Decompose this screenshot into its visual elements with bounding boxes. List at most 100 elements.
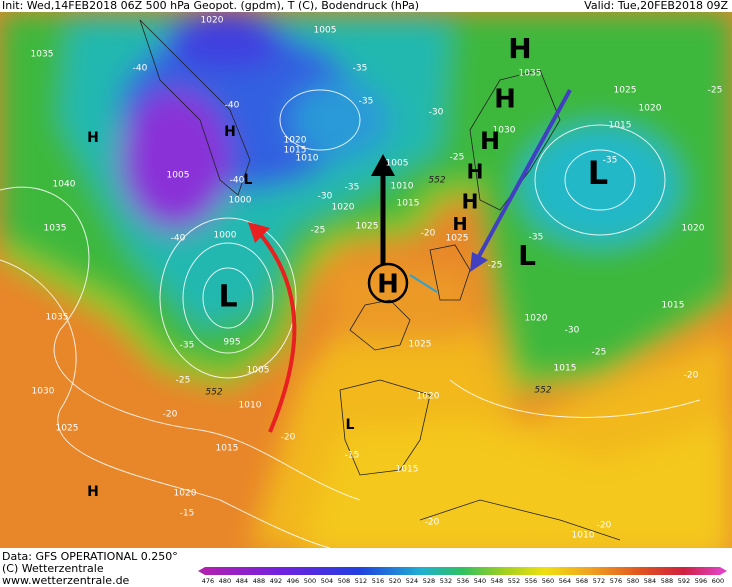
- pressure-label: 1040: [53, 180, 76, 190]
- colorbar-tick: 600: [712, 577, 724, 585]
- pressure-center: H: [87, 130, 99, 146]
- temperature-label: -35: [359, 97, 374, 107]
- colorbar-tick: 508: [338, 577, 350, 585]
- pressure-label: 1020: [332, 203, 355, 213]
- pressure-center: L: [346, 417, 355, 433]
- pressure-label: 1000: [214, 231, 237, 241]
- colorbar-tick: 476: [202, 577, 214, 585]
- pressure-label: 1005: [314, 26, 337, 36]
- pressure-label: 1005: [386, 159, 409, 169]
- temperature-label: -20: [281, 433, 296, 443]
- temperature-label: -25: [450, 153, 465, 163]
- temperature-label: -35: [345, 183, 360, 193]
- pressure-center: H: [462, 190, 479, 214]
- arrows: [248, 89, 572, 433]
- temperature-label: -20: [597, 521, 612, 531]
- pressure-center: L: [588, 154, 608, 192]
- coastlines: [139, 19, 621, 541]
- colorbar-tick: 536: [457, 577, 469, 585]
- colorbar-tick: 492: [270, 577, 282, 585]
- temperature-label: -30: [565, 326, 580, 336]
- pressure-center: H: [508, 32, 531, 65]
- pressure-label: 1020: [201, 16, 224, 26]
- colorbar-tick: 520: [389, 577, 401, 585]
- temperature-label: -35: [180, 341, 195, 351]
- temperature-label: -30: [318, 192, 333, 202]
- pressure-label: 1010: [391, 182, 414, 192]
- pressure-label: 1005: [167, 171, 190, 181]
- pressure-label: 1015: [216, 444, 239, 454]
- pressure-label: 1020: [417, 392, 440, 402]
- pressure-label: 1015: [397, 199, 420, 209]
- temperature-label: -20: [163, 410, 178, 420]
- pressure-label: 1035: [46, 313, 69, 323]
- pressure-label: 1030: [493, 126, 516, 136]
- colorbar-tick: 540: [474, 577, 486, 585]
- pressure-center: L: [518, 239, 536, 272]
- isobars: [0, 89, 701, 548]
- temperature-label: -40: [133, 64, 148, 74]
- footer-copyright: (C) Wetterzentrale: [2, 562, 104, 575]
- pressure-label: 1010: [239, 401, 262, 411]
- temperature-label: -15: [345, 451, 360, 461]
- pressure-label: 1025: [56, 424, 79, 434]
- colorbar-tick: 592: [678, 577, 690, 585]
- colorbar-tick: 560: [542, 577, 554, 585]
- colorbar-tick: 528: [423, 577, 435, 585]
- header-right: Valid: Tue,20FEB2018 09Z: [584, 0, 728, 12]
- temperature-label: -20: [421, 229, 436, 239]
- colorbar-tick: 516: [372, 577, 384, 585]
- pressure-label: 1035: [31, 50, 54, 60]
- pressure-center: H: [480, 127, 500, 155]
- colorbar-tick: 532: [440, 577, 452, 585]
- colorbar-tick: 480: [219, 577, 231, 585]
- colorbar: [205, 567, 720, 575]
- colorbar-tick: 548: [491, 577, 503, 585]
- colorbar-tick: 556: [525, 577, 537, 585]
- pressure-label: 1035: [519, 69, 542, 79]
- pressure-label: 1020: [284, 136, 307, 146]
- pressure-label: 1015: [554, 364, 577, 374]
- pressure-label: 1020: [525, 314, 548, 324]
- pressure-label: 1000: [229, 196, 252, 206]
- temperature-label: -20: [684, 371, 699, 381]
- height-label: 552: [205, 388, 222, 398]
- pressure-label: 995: [223, 338, 240, 348]
- pressure-center: H: [224, 124, 236, 140]
- height-label: 552: [428, 176, 445, 186]
- pressure-label: 1020: [639, 104, 662, 114]
- field: [0, 12, 732, 548]
- pressure-label: 1025: [409, 340, 432, 350]
- pressure-label: 1015: [284, 146, 307, 156]
- temperature-label: -35: [529, 233, 544, 243]
- pressure-label: 1005: [247, 366, 270, 376]
- temperature-label: -35: [603, 156, 618, 166]
- colorbar-tick: 580: [627, 577, 639, 585]
- pressure-center: L: [218, 280, 237, 315]
- colorbar-tick: 588: [661, 577, 673, 585]
- temperature-label: -25: [176, 376, 191, 386]
- pressure-center: H: [87, 484, 99, 500]
- colorbar-tick: 504: [321, 577, 333, 585]
- pressure-label: 1030: [32, 387, 55, 397]
- header-left: Init: Wed,14FEB2018 06Z 500 hPa Geopot. …: [2, 0, 419, 12]
- colorbar-tick: 524: [406, 577, 418, 585]
- colorbar-tick: 564: [559, 577, 571, 585]
- temperature-label: -25: [488, 261, 503, 271]
- temperature-label: -40: [230, 176, 245, 186]
- colorbar-tick: 576: [610, 577, 622, 585]
- pressure-center: H: [377, 270, 399, 300]
- pressure-label: 1025: [614, 86, 637, 96]
- temperature-label: -25: [708, 86, 723, 96]
- pressure-label: 1015: [396, 465, 419, 475]
- pressure-center: H: [452, 214, 467, 235]
- temperature-label: -30: [429, 108, 444, 118]
- temperature-label: -25: [311, 226, 326, 236]
- temperature-label: -25: [592, 348, 607, 358]
- pressure-label: 1020: [174, 489, 197, 499]
- temperature-label: -15: [180, 509, 195, 519]
- temperature-label: -40: [225, 101, 240, 111]
- pressure-label: 1020: [682, 224, 705, 234]
